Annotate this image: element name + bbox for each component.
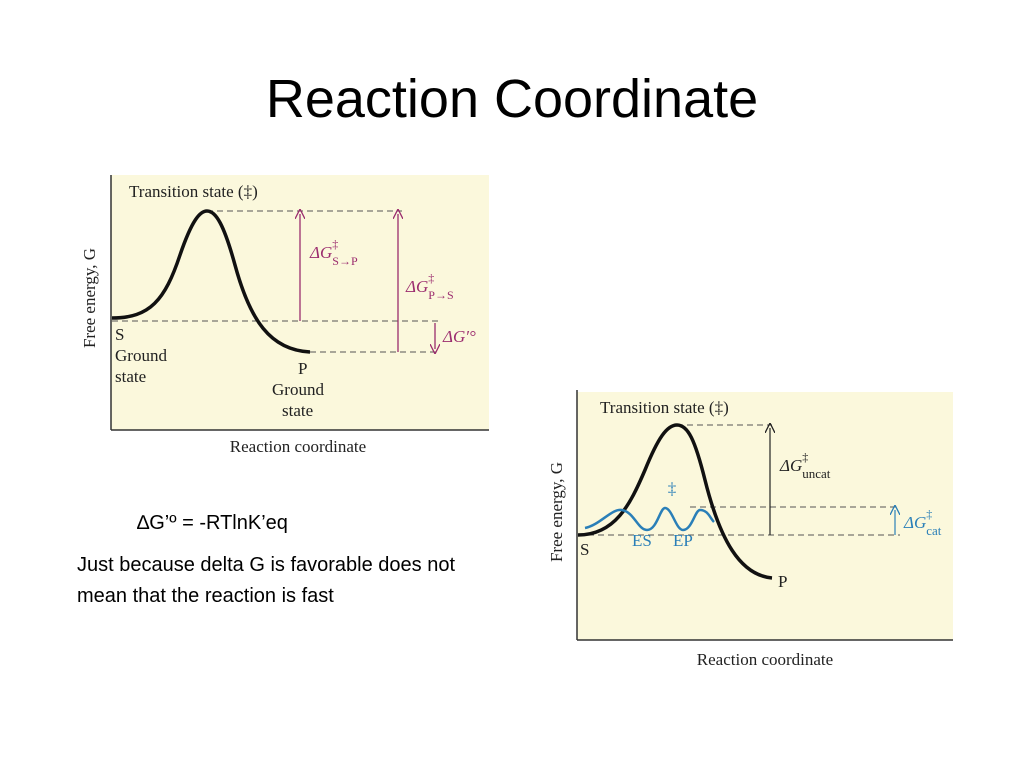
subscript: P→S: [428, 288, 453, 302]
slide-title: Reaction Coordinate: [266, 69, 758, 129]
symbol: ΔG: [405, 277, 428, 296]
s-label: S: [115, 325, 124, 344]
dg-p-to-s: ΔG‡ P→S: [405, 271, 454, 302]
superscript: ‡: [926, 507, 932, 521]
x-axis-label: Reaction coordinate: [697, 650, 833, 669]
transition-state-label: Transition state (‡): [600, 398, 729, 417]
guide-lines: [578, 424, 900, 536]
formula: ∆G’º = -RTlnK’eq: [137, 512, 288, 534]
superscript: ‡: [428, 271, 434, 285]
s-state: state: [115, 367, 146, 386]
subscript: S→P: [332, 254, 358, 268]
es-label: ES: [632, 531, 652, 550]
subscript: uncat: [802, 466, 831, 481]
y-axis-label: Free energy, G: [80, 248, 99, 348]
note: Just because delta G is favorable does n…: [77, 554, 456, 607]
x-axis-label: Reaction coordinate: [230, 437, 366, 456]
superscript: ‡: [802, 450, 808, 464]
p-label: P: [778, 572, 787, 591]
reaction-curve: [111, 209, 311, 354]
diagram-1: Transition state (‡) ΔG‡ S→P ΔG‡ P→S ΔG′° …: [80, 175, 489, 456]
dg-cat: ΔG‡ cat: [903, 507, 942, 538]
diagram-background: [577, 392, 953, 640]
catalyzed-curve: [584, 506, 715, 532]
subscript: cat: [926, 523, 942, 538]
symbol: ΔG: [309, 243, 332, 262]
uncatalyzed-curve: [577, 423, 773, 580]
dg-standard: ΔG′°: [442, 327, 476, 346]
p-state: state: [282, 401, 313, 420]
guide-lines: [112, 210, 440, 353]
y-axis-label: Free energy, G: [547, 462, 566, 562]
s-label: S: [580, 540, 589, 559]
symbol: ΔG: [779, 456, 802, 475]
dg-s-to-p: ΔG‡ S→P: [309, 237, 358, 268]
s-ground: Ground: [115, 346, 167, 365]
ep-label: EP: [673, 531, 693, 550]
catalyzed-ts: ‡: [668, 479, 677, 498]
p-label: P: [298, 359, 307, 378]
superscript: ‡: [332, 237, 338, 251]
energy-arrows: [300, 214, 435, 352]
p-ground: Ground: [272, 380, 324, 399]
symbol: ΔG: [903, 513, 926, 532]
dg-uncat: ΔG‡ uncat: [779, 450, 831, 481]
diagram-2: Transition state (‡) ΔG‡ uncat ΔG‡ cat ‡ S…: [547, 390, 953, 669]
transition-state-label: Transition state (‡): [129, 182, 258, 201]
